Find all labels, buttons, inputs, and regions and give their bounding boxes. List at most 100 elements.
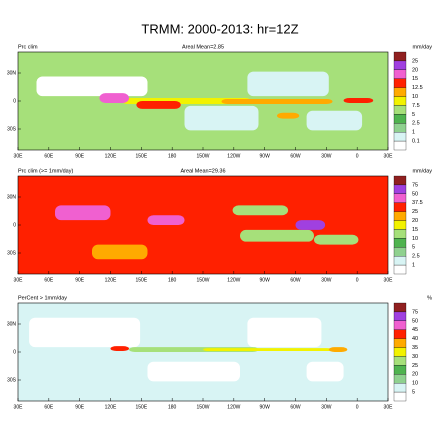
map-field <box>247 71 329 97</box>
lon-label: 0 <box>356 404 359 410</box>
colorbar-swatch <box>393 256 407 266</box>
map-field <box>203 348 333 352</box>
colorbar-label: 7.5 <box>412 103 420 109</box>
colorbar-swatch <box>393 220 407 230</box>
lon-label: 90W <box>260 153 271 159</box>
lon-label: 60W <box>290 277 301 283</box>
colorbar-label: 45 <box>412 327 418 333</box>
colorbar-label: 1 <box>412 263 415 269</box>
lon-label: 120E <box>105 153 117 159</box>
colorbar-label: 50 <box>412 318 418 324</box>
panel-center-label: Areal Mean=2.85 <box>182 44 224 50</box>
lon-label: 90E <box>75 277 85 283</box>
lon-label: 0 <box>356 153 359 159</box>
lon-label: 30E <box>384 277 394 283</box>
colorbar-label: 25 <box>412 209 418 215</box>
lon-label: 120E <box>105 404 117 410</box>
map-field <box>314 234 359 245</box>
colorbar-label: 2.5 <box>412 254 420 260</box>
colorbar-swatch <box>393 247 407 257</box>
colorbar-label: 5 <box>412 245 415 251</box>
lat-label: 0 <box>13 349 16 355</box>
colorbar-swatch <box>393 211 407 221</box>
lat-label: 30N <box>7 70 17 76</box>
panel-left-label: Prc clim <box>18 44 38 50</box>
colorbar-label: 15 <box>412 227 418 233</box>
colorbar-label: 25 <box>412 363 418 369</box>
colorbar-label: 35 <box>412 345 418 351</box>
colorbar-label: 37.5 <box>412 200 423 206</box>
colorbar-swatch <box>393 175 407 186</box>
colorbar-label: 20 <box>412 218 418 224</box>
colorbar-label: 10 <box>412 236 418 242</box>
lon-label: 90W <box>260 277 271 283</box>
colorbar-swatch <box>393 87 407 97</box>
lon-label: 120W <box>227 153 240 159</box>
colorbar-swatch <box>393 311 407 321</box>
lon-label: 60W <box>290 404 301 410</box>
lon-label: 90W <box>260 404 271 410</box>
lon-label: 90E <box>75 153 85 159</box>
lon-label: 30W <box>321 277 332 283</box>
panel-left-label: Prc clim (>= 1mm/day) <box>18 168 73 174</box>
lon-label: 60E <box>44 153 54 159</box>
lon-label: 150E <box>135 277 147 283</box>
map-background <box>18 176 388 274</box>
map-field <box>92 244 148 260</box>
colorbar-swatch <box>393 302 407 313</box>
map-field <box>184 105 259 131</box>
colorbar-label: 20 <box>412 372 418 378</box>
colorbar-swatch <box>393 229 407 239</box>
colorbar-label: 75 <box>412 309 418 315</box>
lon-label: 30E <box>384 153 394 159</box>
map-field <box>136 101 181 109</box>
colorbar-swatch <box>393 60 407 70</box>
panel-unit: mm/day <box>412 168 432 174</box>
colorbar-swatch <box>393 105 407 115</box>
colorbar-swatch <box>393 193 407 203</box>
map-field <box>295 220 326 230</box>
colorbar-swatch <box>393 374 407 384</box>
lat-label: 30S <box>7 126 17 132</box>
colorbar-swatch <box>393 69 407 79</box>
figure-title: TRMM: 2000-2013: hr=12Z <box>141 21 298 36</box>
colorbar-swatch <box>393 264 407 275</box>
colorbar-swatch <box>393 123 407 133</box>
lon-label: 30E <box>14 404 24 410</box>
lon-label: 30E <box>14 277 24 283</box>
colorbar-swatch <box>393 320 407 330</box>
map-field <box>147 361 240 382</box>
colorbar-swatch <box>393 140 407 151</box>
map-field <box>147 215 185 225</box>
panel-left-label: PerCent > 1mm/day <box>18 295 67 301</box>
lon-label: 30W <box>321 404 332 410</box>
lon-label: 120E <box>105 277 117 283</box>
colorbar-swatch <box>393 391 407 402</box>
colorbar-label: 25 <box>412 58 418 64</box>
map-field <box>55 205 111 221</box>
lon-label: 0 <box>356 277 359 283</box>
lat-label: 30N <box>7 321 17 327</box>
lon-label: 180 <box>168 153 177 159</box>
lon-label: 60E <box>44 404 54 410</box>
colorbar-label: 5 <box>412 112 415 118</box>
colorbar-label: 10 <box>412 381 418 387</box>
colorbar-swatch <box>393 184 407 194</box>
colorbar-swatch <box>393 329 407 339</box>
lat-label: 30N <box>7 194 17 200</box>
map-field <box>221 99 333 104</box>
lat-label: 0 <box>13 98 16 104</box>
colorbar-label: 1 <box>412 130 415 136</box>
lon-label: 60E <box>44 277 54 283</box>
colorbar-label: 0.1 <box>412 139 420 145</box>
map-field <box>29 317 141 348</box>
map-field <box>306 110 363 131</box>
colorbar-swatch <box>393 356 407 366</box>
colorbar-label: 2.5 <box>412 121 420 127</box>
panel-unit: mm/day <box>412 44 432 50</box>
panel-unit: % <box>427 295 432 301</box>
lat-label: 30S <box>7 250 17 256</box>
colorbar-swatch <box>393 365 407 375</box>
colorbar-swatch <box>393 238 407 248</box>
